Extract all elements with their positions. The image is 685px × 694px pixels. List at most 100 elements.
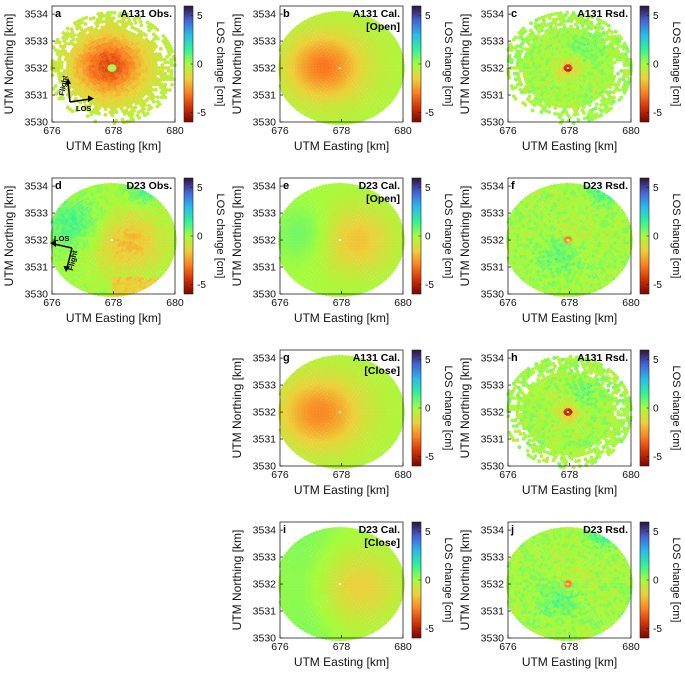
data-point xyxy=(169,238,174,242)
data-point xyxy=(63,57,68,62)
data-point xyxy=(141,63,146,68)
data-point xyxy=(575,25,580,30)
data-point xyxy=(303,64,308,69)
data-point xyxy=(522,60,527,65)
y-tick-label: 3532 xyxy=(25,63,49,75)
data-point xyxy=(99,292,104,297)
data-point xyxy=(114,110,119,114)
data-point xyxy=(153,71,158,76)
data-point xyxy=(72,66,76,70)
data-point xyxy=(135,241,139,245)
data-point xyxy=(163,243,168,248)
data-point xyxy=(78,61,83,66)
data-point xyxy=(555,11,560,16)
data-point xyxy=(617,88,621,92)
data-point xyxy=(337,257,342,262)
data-point xyxy=(151,238,155,242)
data-point xyxy=(87,186,91,191)
data-point xyxy=(144,66,149,70)
data-point xyxy=(137,16,142,21)
data-point xyxy=(130,112,135,117)
data-point xyxy=(133,20,138,25)
data-point xyxy=(517,31,522,35)
data-point xyxy=(337,263,342,267)
data-point xyxy=(82,100,87,104)
data-point xyxy=(309,16,314,21)
data-point xyxy=(53,235,58,240)
data-point xyxy=(322,64,327,69)
data-point xyxy=(127,30,132,35)
scatter-points xyxy=(278,10,405,126)
data-point xyxy=(108,199,113,204)
data-point xyxy=(290,63,295,68)
data-point xyxy=(53,48,58,52)
panel-c: 676 678 680 3530 3531 3532 3533 3534 UTM Easting… xyxy=(456,0,684,170)
data-point xyxy=(369,69,374,73)
data-point xyxy=(339,74,344,79)
data-point xyxy=(606,71,611,76)
data-point xyxy=(369,238,374,242)
data-point xyxy=(316,236,320,241)
data-point xyxy=(56,232,61,237)
colorbar-tick-label: -5 xyxy=(197,108,206,119)
data-point xyxy=(160,66,165,70)
data-point xyxy=(346,241,351,245)
panel-a: 676 678 680 3530 3531 3532 3533 3534 UTM Easting… xyxy=(0,0,228,170)
data-point xyxy=(539,22,544,26)
data-point xyxy=(540,67,545,72)
data-point xyxy=(543,14,547,19)
data-point xyxy=(54,91,59,96)
data-point xyxy=(163,82,168,87)
data-point xyxy=(110,113,114,117)
x-tick-label: 678 xyxy=(105,125,123,137)
data-point xyxy=(346,115,350,120)
data-point xyxy=(391,71,396,76)
data-point xyxy=(55,52,60,56)
data-point xyxy=(578,68,583,73)
data-point xyxy=(623,80,628,84)
data-point xyxy=(53,66,58,70)
data-point xyxy=(318,91,323,96)
data-point xyxy=(69,66,73,70)
data-point xyxy=(321,12,326,17)
data-point xyxy=(366,66,371,70)
data-point xyxy=(166,74,170,79)
data-point xyxy=(153,243,158,248)
data-point xyxy=(143,191,147,195)
y-tick-label: 3531 xyxy=(253,90,277,102)
data-point xyxy=(108,104,113,109)
data-point xyxy=(114,104,119,109)
data-point xyxy=(282,57,286,62)
data-point xyxy=(147,235,152,240)
data-point xyxy=(360,238,364,242)
data-point xyxy=(346,11,351,16)
data-point xyxy=(56,60,61,65)
data-point xyxy=(372,63,377,68)
data-point xyxy=(565,85,570,90)
data-point xyxy=(281,63,286,68)
data-point xyxy=(315,14,319,19)
data-point xyxy=(385,69,389,73)
data-point xyxy=(600,71,604,76)
data-point xyxy=(558,104,562,108)
data-point xyxy=(294,69,298,73)
data-point xyxy=(622,74,626,79)
data-point xyxy=(147,66,152,70)
data-point xyxy=(334,11,338,15)
data-point xyxy=(584,69,589,73)
data-point xyxy=(109,213,114,218)
data-point xyxy=(378,71,383,76)
data-point xyxy=(160,235,165,240)
panel-title: A131 Obs. xyxy=(121,8,172,20)
data-point xyxy=(147,63,152,68)
data-point xyxy=(616,71,620,76)
data-point xyxy=(521,66,526,70)
data-point xyxy=(169,241,174,245)
data-point xyxy=(549,12,554,17)
data-point xyxy=(561,27,565,32)
data-point xyxy=(108,99,113,104)
data-point xyxy=(610,34,614,39)
data-point xyxy=(107,290,112,295)
data-point xyxy=(144,241,149,245)
